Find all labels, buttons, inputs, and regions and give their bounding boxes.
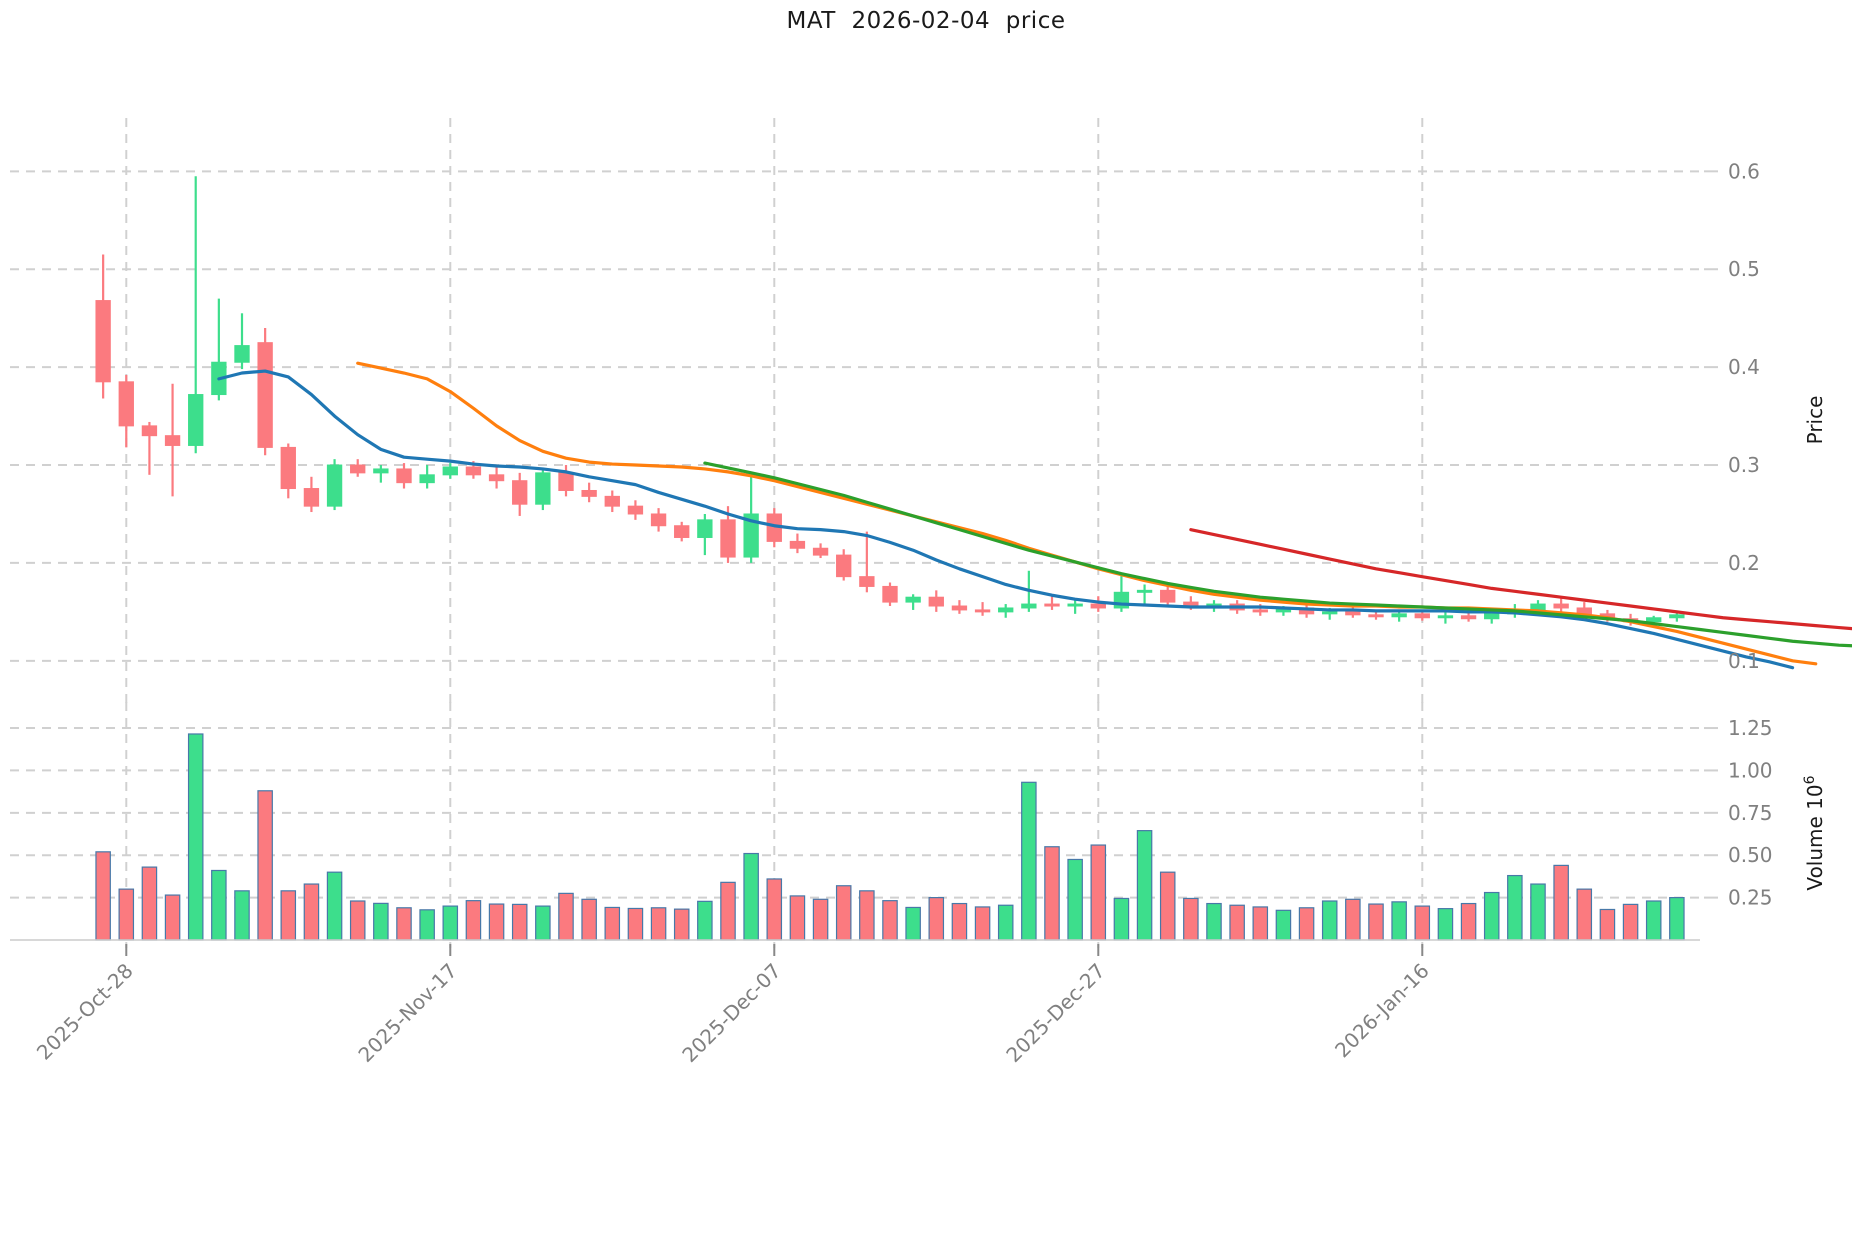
svg-text:0.75: 0.75: [1728, 801, 1773, 825]
svg-text:Volume 106: Volume 106: [1802, 775, 1827, 890]
svg-text:0.1: 0.1: [1728, 649, 1760, 673]
svg-text:2026-Jan-16: 2026-Jan-16: [1330, 959, 1434, 1063]
chart-title: MAT 2026-02-04 price: [786, 8, 1066, 34]
svg-text:2025-Dec-27: 2025-Dec-27: [1001, 959, 1110, 1068]
volume-bars: [95, 733, 1685, 941]
svg-text:0.5: 0.5: [1728, 257, 1760, 281]
svg-text:2025-Dec-07: 2025-Dec-07: [677, 959, 786, 1068]
svg-text:2025-Nov-17: 2025-Nov-17: [353, 959, 461, 1067]
svg-text:0.3: 0.3: [1728, 453, 1760, 477]
svg-text:1.00: 1.00: [1728, 758, 1773, 782]
svg-text:0.6: 0.6: [1728, 159, 1760, 183]
svg-text:2025-Oct-28: 2025-Oct-28: [32, 959, 138, 1065]
svg-text:0.4: 0.4: [1728, 355, 1760, 379]
svg-text:Price: Price: [1803, 396, 1827, 445]
grid-lines: [10, 118, 1700, 948]
svg-text:0.50: 0.50: [1728, 843, 1773, 867]
svg-text:0.2: 0.2: [1728, 551, 1760, 575]
moving-average-lines: [217, 361, 1852, 670]
candlesticks: [95, 176, 1685, 626]
svg-text:1.25: 1.25: [1728, 716, 1773, 740]
svg-text:0.25: 0.25: [1728, 886, 1773, 910]
